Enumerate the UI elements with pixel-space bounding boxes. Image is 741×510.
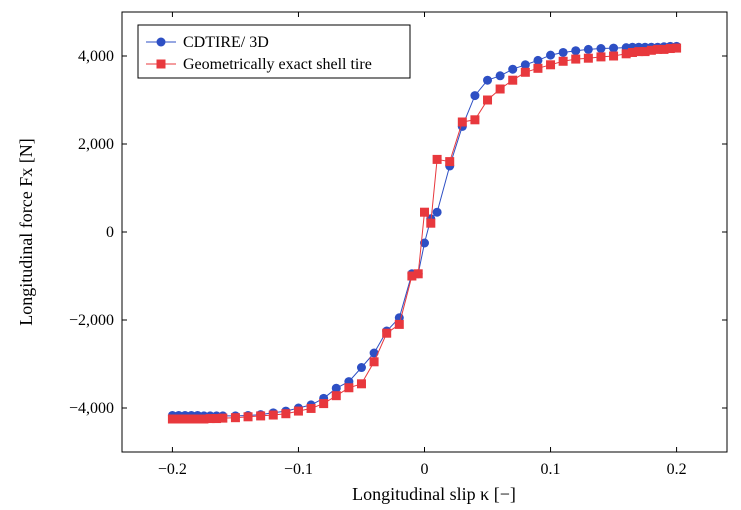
data-point (344, 383, 354, 393)
data-point (230, 413, 240, 423)
data-point (470, 115, 480, 125)
data-point (268, 410, 278, 420)
data-point (571, 54, 581, 64)
data-point (609, 51, 619, 61)
data-point (167, 414, 177, 424)
data-point (369, 357, 379, 367)
y-tick-label: 0 (106, 224, 114, 241)
data-point (218, 413, 228, 423)
data-point (583, 53, 593, 63)
data-point (319, 399, 329, 409)
legend: CDTIRE/ 3D Geometrically exact shell tir… (137, 24, 411, 79)
data-point (243, 412, 253, 422)
data-point (470, 91, 480, 101)
data-point (407, 271, 417, 281)
data-point (426, 218, 436, 228)
data-point (558, 47, 568, 57)
data-point (583, 44, 593, 54)
data-point (445, 157, 455, 167)
data-point (495, 84, 505, 94)
data-point (546, 60, 556, 70)
data-point (596, 52, 606, 62)
data-point (646, 45, 656, 55)
data-point (356, 363, 366, 373)
data-point (199, 414, 209, 424)
data-point (432, 207, 442, 217)
data-point (483, 95, 493, 105)
data-point (432, 154, 442, 164)
data-point (533, 63, 543, 73)
data-point (571, 46, 581, 56)
data-point (672, 43, 682, 53)
series-2 (167, 43, 682, 424)
data-point (256, 411, 266, 421)
data-point (382, 328, 392, 338)
data-point (369, 348, 379, 358)
data-point (394, 319, 404, 329)
data-point (212, 414, 222, 424)
data-point (653, 44, 663, 54)
data-point (596, 44, 606, 54)
data-point (483, 75, 493, 85)
data-point (180, 414, 190, 424)
legend-marker-series-2 (156, 59, 166, 69)
legend-label-series-1: CDTIRE/ 3D (183, 34, 269, 51)
y-tick-label: 4,000 (78, 48, 114, 65)
data-point (665, 44, 675, 54)
data-point (174, 414, 184, 424)
legend-marker-series-1 (156, 37, 166, 47)
data-point (621, 49, 631, 59)
data-point (193, 414, 203, 424)
data-point (520, 60, 530, 70)
axis-layer: −0.2 −0.1 0 0.1 0.2 −4,000 −2,000 0 2,000 4,000 (69, 12, 727, 478)
y-tick-label: 2,000 (78, 136, 114, 153)
data-point (520, 67, 530, 77)
plot-frame (121, 11, 728, 453)
data-point (205, 414, 215, 424)
series-layer (167, 41, 682, 424)
x-tick-label: −0.2 (158, 461, 187, 478)
y-axis-label: Longitudinal force Fx [N] (16, 138, 36, 325)
data-point (293, 406, 303, 416)
y-tick-label: −4,000 (69, 400, 114, 417)
x-tick-label: 0.2 (667, 461, 687, 478)
x-axis-label: Longitudinal slip κ [−] (352, 484, 516, 504)
data-point (533, 55, 543, 65)
data-point (186, 414, 196, 424)
data-point (331, 391, 341, 401)
data-point (558, 56, 568, 66)
data-point (634, 47, 644, 57)
data-point (281, 409, 291, 419)
data-point (356, 379, 366, 389)
data-point (609, 43, 619, 53)
x-tick-label: 0 (421, 461, 429, 478)
y-tick-label: −2,000 (69, 312, 114, 329)
data-point (331, 383, 341, 393)
data-point (413, 269, 423, 279)
plot-area (121, 11, 728, 453)
data-point (495, 71, 505, 81)
data-point (457, 117, 467, 127)
data-point (306, 403, 316, 413)
data-point (640, 47, 650, 57)
data-point (627, 47, 637, 57)
legend-label-series-2: Geometrically exact shell tire (183, 56, 372, 73)
data-point (659, 44, 669, 54)
data-point (546, 50, 556, 60)
data-point (508, 64, 518, 74)
data-point (420, 238, 429, 248)
x-tick-label: −0.1 (284, 461, 313, 478)
legend-box (137, 24, 411, 79)
data-point (508, 75, 518, 85)
x-tick-label: 0.1 (541, 461, 561, 478)
data-point (420, 207, 429, 217)
